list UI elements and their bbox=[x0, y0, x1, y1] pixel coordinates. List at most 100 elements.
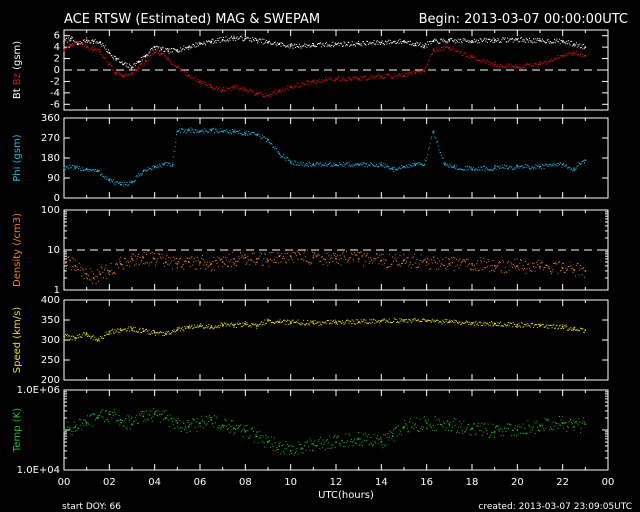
scatter-dot bbox=[584, 47, 586, 49]
scatter-dot bbox=[388, 73, 390, 75]
scatter-dot bbox=[322, 165, 324, 167]
scatter-dot bbox=[365, 76, 367, 78]
scatter-dot bbox=[210, 324, 212, 326]
scatter-dot bbox=[291, 44, 293, 46]
scatter-dot bbox=[400, 41, 402, 43]
scatter-dot bbox=[317, 253, 319, 255]
scatter-dot bbox=[99, 335, 101, 337]
scatter-dot bbox=[277, 42, 279, 44]
scatter-dot bbox=[545, 42, 547, 44]
scatter-dot bbox=[340, 321, 342, 323]
scatter-dot bbox=[95, 338, 97, 340]
scatter-dot bbox=[286, 253, 288, 255]
scatter-dot bbox=[414, 262, 416, 264]
scatter-dot bbox=[205, 268, 207, 270]
scatter-dot bbox=[448, 319, 450, 321]
scatter-dot bbox=[164, 55, 166, 57]
scatter-dot bbox=[103, 269, 105, 271]
scatter-dot bbox=[454, 257, 456, 259]
scatter-dot bbox=[122, 328, 124, 330]
scatter-dot bbox=[154, 330, 156, 332]
scatter-dot bbox=[234, 129, 236, 131]
scatter-dot bbox=[210, 85, 212, 87]
data-point bbox=[187, 46, 190, 48]
scatter-dot bbox=[516, 39, 518, 41]
scatter-dot bbox=[574, 326, 576, 328]
scatter-dot bbox=[474, 41, 476, 43]
scatter-dot bbox=[464, 52, 466, 54]
scatter-dot bbox=[103, 335, 105, 337]
scatter-dot bbox=[351, 441, 353, 443]
data-point bbox=[539, 63, 541, 66]
scatter-dot bbox=[516, 435, 518, 437]
scatter-dot bbox=[508, 423, 510, 425]
scatter-dot bbox=[401, 73, 403, 75]
scatter-dot bbox=[415, 45, 417, 47]
scatter-dot bbox=[119, 181, 121, 183]
scatter-dot bbox=[149, 168, 151, 170]
scatter-dot bbox=[100, 173, 102, 175]
scatter-dot bbox=[524, 41, 526, 43]
scatter-dot bbox=[519, 41, 521, 43]
scatter-dot bbox=[482, 59, 484, 61]
scatter-dot bbox=[392, 41, 394, 43]
scatter-dot bbox=[295, 161, 297, 163]
scatter-dot bbox=[465, 40, 467, 42]
scatter-dot bbox=[529, 431, 531, 433]
scatter-dot bbox=[140, 332, 142, 334]
scatter-dot bbox=[129, 330, 131, 332]
scatter-dot bbox=[409, 43, 411, 45]
scatter-dot bbox=[273, 259, 275, 261]
data-point bbox=[233, 427, 235, 430]
scatter-dot bbox=[561, 55, 563, 57]
scatter-dot bbox=[386, 43, 388, 45]
scatter-dot bbox=[439, 50, 441, 52]
x-tick-label: 02 bbox=[103, 477, 116, 488]
scatter-dot bbox=[283, 44, 285, 46]
scatter-dot bbox=[375, 75, 377, 77]
scatter-dot bbox=[189, 327, 191, 329]
scatter-dot bbox=[307, 165, 309, 167]
scatter-dot bbox=[171, 51, 173, 53]
scatter-dot bbox=[309, 438, 311, 440]
scatter-dot bbox=[200, 42, 202, 44]
scatter-dot bbox=[117, 58, 119, 60]
scatter-dot bbox=[222, 130, 224, 132]
scatter-dot bbox=[519, 325, 521, 327]
scatter-dot bbox=[427, 41, 429, 43]
scatter-dot bbox=[197, 45, 199, 47]
scatter-dot bbox=[486, 41, 488, 43]
scatter-dot bbox=[74, 259, 76, 261]
scatter-dot bbox=[467, 321, 469, 323]
scatter-dot bbox=[571, 329, 573, 331]
scatter-dot bbox=[107, 270, 109, 272]
scatter-dot bbox=[364, 432, 366, 434]
scatter-dot bbox=[265, 323, 267, 325]
data-point bbox=[176, 263, 179, 265]
scatter-dot bbox=[486, 61, 488, 63]
scatter-dot bbox=[298, 251, 300, 253]
scatter-dot bbox=[376, 166, 378, 168]
scatter-dot bbox=[269, 42, 271, 44]
scatter-dot bbox=[465, 52, 467, 54]
y-axis-label-part: Bt bbox=[12, 88, 23, 99]
scatter-dot bbox=[553, 60, 555, 62]
scatter-dot bbox=[261, 93, 263, 95]
scatter-dot bbox=[542, 63, 544, 65]
scatter-dot bbox=[202, 81, 204, 83]
scatter-dot bbox=[135, 63, 137, 65]
scatter-dot bbox=[95, 42, 97, 44]
scatter-dot bbox=[73, 45, 75, 47]
data-point bbox=[99, 41, 102, 44]
data-point bbox=[584, 329, 587, 331]
scatter-dot bbox=[338, 258, 340, 260]
scatter-dot bbox=[248, 259, 250, 261]
scatter-dot bbox=[571, 40, 573, 42]
scatter-dot bbox=[448, 46, 450, 48]
scatter-dot bbox=[539, 430, 541, 432]
scatter-dot bbox=[512, 321, 514, 323]
scatter-dot bbox=[149, 55, 151, 57]
scatter-dot bbox=[475, 40, 477, 42]
scatter-dot bbox=[272, 251, 274, 253]
scatter-dot bbox=[150, 410, 152, 412]
